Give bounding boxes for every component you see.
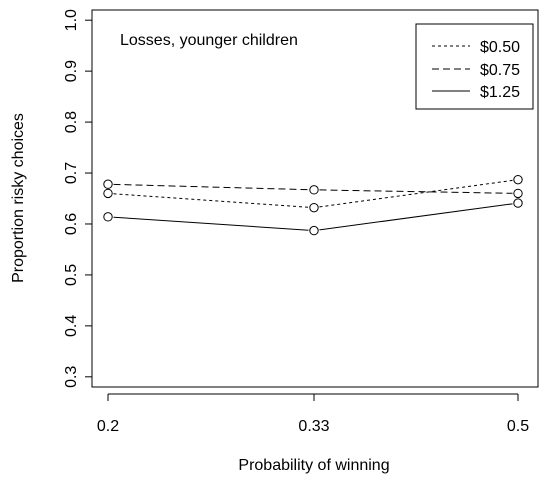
y-tick-label: 0.5	[63, 264, 80, 286]
x-axis: 0.2 0.33 0.5	[97, 393, 529, 435]
y-axis: 0.3 0.4 0.5 0.6 0.7 0.8 0.9 1.0	[63, 9, 93, 388]
y-tick-label: 0.8	[63, 111, 80, 133]
series-line-segment	[113, 193, 309, 208]
data-point	[513, 174, 523, 185]
y-tick-label: 0.7	[63, 162, 80, 184]
series-line-segment	[319, 203, 513, 231]
series-2	[103, 179, 523, 199]
y-tick-label: 0.9	[63, 60, 80, 82]
series-3	[103, 198, 523, 236]
y-tick-label: 0.6	[63, 213, 80, 235]
series-line-segment	[113, 216, 309, 231]
data-point	[513, 188, 523, 199]
chart-annotation: Losses, younger children	[120, 32, 298, 49]
y-axis-label: Proportion risky choices	[10, 113, 27, 283]
x-tick-label: 0.33	[298, 418, 329, 435]
series-line-segment	[319, 179, 513, 208]
y-tick-label: 0.3	[63, 366, 80, 388]
data-point	[309, 185, 319, 195]
data-point	[309, 202, 319, 213]
legend-label: $0.50	[480, 39, 520, 56]
x-tick-label: 0.5	[507, 418, 529, 435]
x-axis-label: Probability of winning	[238, 457, 389, 474]
series-line-segment	[319, 189, 513, 194]
legend-label: $1.25	[480, 84, 520, 101]
legend-box	[415, 23, 534, 110]
series-line-segment	[113, 183, 309, 191]
data-point	[103, 212, 113, 222]
data-point	[103, 179, 113, 189]
data-point	[513, 198, 523, 208]
legend-label: $0.75	[480, 62, 520, 79]
legend: $0.50 $0.75 $1.25	[415, 23, 534, 110]
series-layer	[103, 174, 523, 236]
y-tick-label: 1.0	[63, 9, 80, 31]
y-tick-label: 0.4	[63, 315, 80, 337]
data-point	[309, 225, 319, 236]
x-tick-label: 0.2	[97, 418, 119, 435]
data-point	[103, 188, 113, 199]
series-1	[103, 174, 523, 213]
